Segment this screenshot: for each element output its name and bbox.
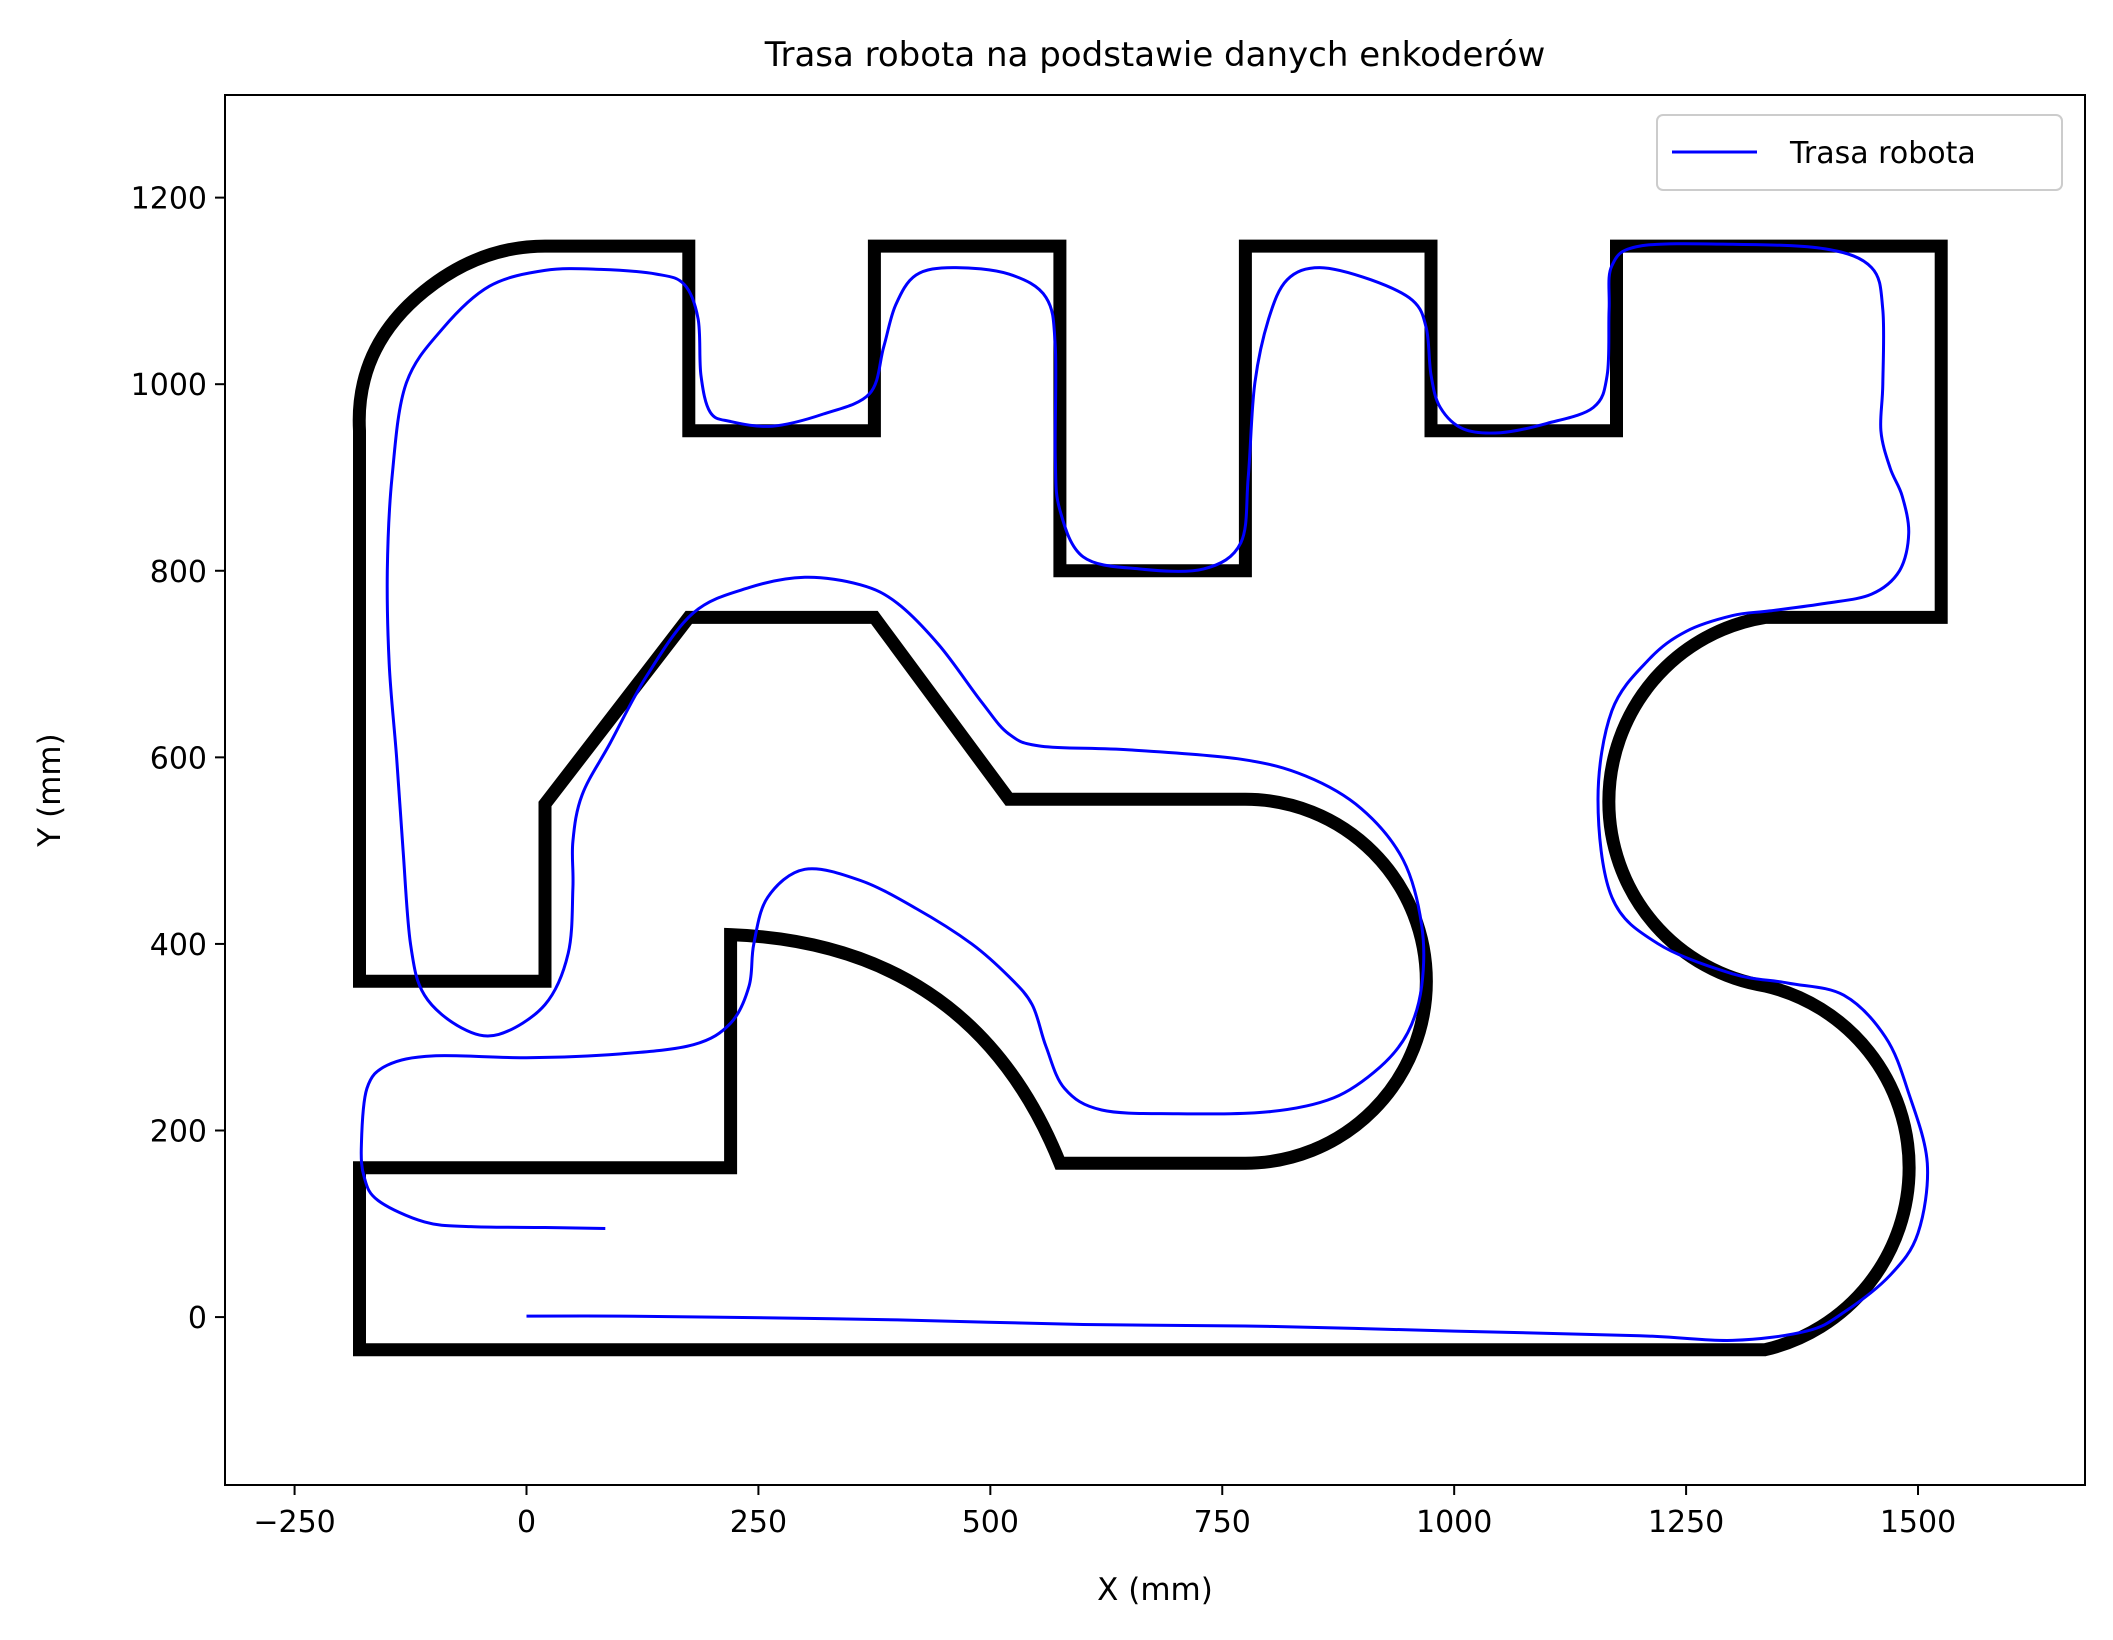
y-tick-label: 600	[150, 741, 207, 776]
x-tick-label: 1250	[1648, 1505, 1724, 1540]
y-axis-label: Y (mm)	[32, 733, 68, 847]
track-outline	[352, 239, 1948, 1357]
x-tick-label: 1000	[1416, 1505, 1492, 1540]
y-tick-label: 0	[188, 1301, 207, 1336]
y-axis: 0 200 400 600 800 1000 1200	[131, 182, 225, 1336]
chart-title: Trasa robota na podstawie danych enkoder…	[764, 35, 1546, 75]
x-tick-label: 250	[730, 1505, 787, 1540]
x-tick-label: 1500	[1880, 1505, 1956, 1540]
x-tick-label: 750	[1194, 1505, 1251, 1540]
x-tick-label: 0	[517, 1505, 536, 1540]
legend-label-trasa-robota: Trasa robota	[1789, 136, 1976, 171]
x-tick-label: −250	[253, 1505, 335, 1540]
y-tick-label: 800	[150, 555, 207, 590]
legend: Trasa robota	[1656, 114, 2063, 191]
plot-frame	[224, 94, 2086, 1486]
x-axis-label: X (mm)	[1097, 1572, 1213, 1608]
legend-box	[1656, 114, 2063, 191]
track-wall	[352, 239, 1948, 1357]
plot-area	[224, 94, 2086, 1486]
x-axis: −250 0 250 500 750 1000 1250 1500	[253, 1485, 1956, 1540]
y-tick-label: 1000	[131, 368, 207, 403]
series-line-0	[359, 242, 1930, 1343]
x-tick-label: 500	[962, 1505, 1019, 1540]
series-group	[359, 242, 1930, 1343]
y-tick-label: 1200	[131, 182, 207, 217]
y-tick-label: 400	[150, 928, 207, 963]
y-tick-label: 200	[150, 1115, 207, 1150]
plot-background	[225, 95, 2085, 1485]
